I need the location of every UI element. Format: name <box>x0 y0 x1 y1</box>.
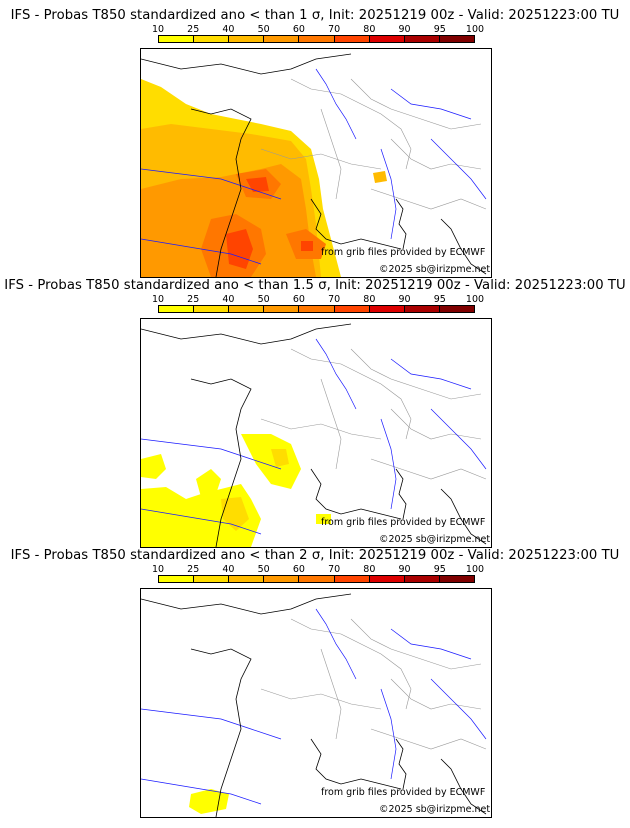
colorbar-segment <box>159 36 195 42</box>
colorbar-tick-labels: 10 25 40 50 60 70 80 90 95 100 <box>0 564 630 575</box>
colorbar-segment <box>299 36 335 42</box>
country-borders <box>260 78 487 210</box>
copyright-credit: ©2025 sb@irizpme.net <box>379 804 491 815</box>
colorbar-tick-label: 40 <box>222 294 235 305</box>
colorbar-tick-label: 50 <box>257 564 270 575</box>
probability-map: from grib files provided by ECMWF ©2025 … <box>140 588 492 818</box>
colorbar-segment <box>229 36 265 42</box>
colorbar-tick-label: 70 <box>328 24 341 35</box>
colorbar-tick-label: 90 <box>398 24 411 35</box>
colorbar-tick-label: 25 <box>187 24 200 35</box>
colorbar-segment <box>299 306 335 312</box>
colorbar-tick-label: 40 <box>222 564 235 575</box>
colorbar-tick-labels: 10 25 40 50 60 70 80 90 95 100 <box>0 24 630 35</box>
map-panel-2: IFS - Probas T850 standardized ano < tha… <box>0 278 630 548</box>
colorbar-tick-label: 10 <box>151 294 165 305</box>
colorbar-segment <box>194 306 230 312</box>
colorbar-tick-label: 100 <box>465 564 485 575</box>
colorbar-segment <box>159 306 195 312</box>
colorbar-tick-label: 100 <box>465 294 485 305</box>
colorbar-segment <box>439 306 474 312</box>
colorbar-segment <box>159 576 195 582</box>
probability-shading <box>189 789 229 814</box>
map-panel-1: IFS - Probas T850 standardized ano < tha… <box>0 8 630 278</box>
colorbar-segment <box>264 576 300 582</box>
colorbar-tick-label: 90 <box>398 564 411 575</box>
data-source-credit: from grib files provided by ECMWF <box>321 517 486 528</box>
colorbar-segment <box>369 576 405 582</box>
probability-map: from grib files provided by ECMWF ©2025 … <box>140 48 492 278</box>
colorbar-segment <box>264 306 300 312</box>
colorbar-tick-label: 95 <box>433 294 446 305</box>
panel-title: IFS - Probas T850 standardized ano < tha… <box>4 278 626 293</box>
colorbar-segment <box>334 576 370 582</box>
rivers <box>141 68 487 265</box>
data-source-credit: from grib files provided by ECMWF <box>321 787 486 798</box>
colorbar <box>158 305 475 313</box>
panel-title: IFS - Probas T850 standardized ano < tha… <box>10 8 620 23</box>
map-canvas <box>141 593 487 817</box>
colorbar-segment <box>264 36 300 42</box>
colorbar-tick-label: 60 <box>292 294 305 305</box>
country-borders <box>260 618 487 750</box>
colorbar-segment <box>404 576 440 582</box>
colorbar-tick-label: 25 <box>187 294 200 305</box>
country-borders <box>260 348 487 480</box>
rivers <box>141 608 487 805</box>
colorbar-tick-label: 60 <box>292 564 305 575</box>
colorbar-tick-label: 70 <box>328 564 341 575</box>
data-source-credit: from grib files provided by ECMWF <box>321 247 486 258</box>
colorbar <box>158 575 475 583</box>
colorbar-tick-label: 40 <box>222 24 235 35</box>
colorbar-tick-label: 70 <box>328 294 341 305</box>
colorbar-tick-label: 80 <box>363 24 376 35</box>
colorbar-tick-label: 10 <box>151 564 165 575</box>
colorbar-segment <box>194 36 230 42</box>
coastlines <box>141 53 487 277</box>
colorbar-segment <box>404 306 440 312</box>
copyright-credit: ©2025 sb@irizpme.net <box>379 534 491 545</box>
colorbar-tick-label: 50 <box>257 24 270 35</box>
colorbar-tick-label: 100 <box>465 24 485 35</box>
probability-shading <box>141 434 331 547</box>
rivers <box>141 338 487 535</box>
probability-map: from grib files provided by ECMWF ©2025 … <box>140 318 492 548</box>
panel-title: IFS - Probas T850 standardized ano < tha… <box>10 548 620 563</box>
colorbar-segment <box>439 36 474 42</box>
colorbar-tick-label: 90 <box>398 294 411 305</box>
colorbar-segment <box>404 36 440 42</box>
colorbar-segment <box>229 576 265 582</box>
colorbar-tick-label: 50 <box>257 294 270 305</box>
colorbar-tick-label: 95 <box>433 564 446 575</box>
map-panel-3: IFS - Probas T850 standardized ano < tha… <box>0 548 630 818</box>
colorbar-segment <box>299 576 335 582</box>
coastlines <box>141 593 487 817</box>
colorbar-segment <box>334 306 370 312</box>
map-canvas <box>141 323 487 547</box>
colorbar-segment <box>369 36 405 42</box>
colorbar-segment <box>334 36 370 42</box>
colorbar-tick-label: 80 <box>363 564 376 575</box>
colorbar-segment <box>194 576 230 582</box>
colorbar-segment <box>229 306 265 312</box>
colorbar-tick-label: 10 <box>151 24 165 35</box>
colorbar-segment <box>439 576 474 582</box>
colorbar-tick-label: 60 <box>292 24 305 35</box>
colorbar-tick-label: 25 <box>187 564 200 575</box>
colorbar-segment <box>369 306 405 312</box>
copyright-credit: ©2025 sb@irizpme.net <box>379 264 491 275</box>
colorbar <box>158 35 475 43</box>
coastlines <box>141 323 487 547</box>
colorbar-tick-label: 95 <box>433 24 446 35</box>
colorbar-tick-labels: 10 25 40 50 60 70 80 90 95 100 <box>0 294 630 305</box>
colorbar-tick-label: 80 <box>363 294 376 305</box>
map-canvas <box>141 53 487 277</box>
